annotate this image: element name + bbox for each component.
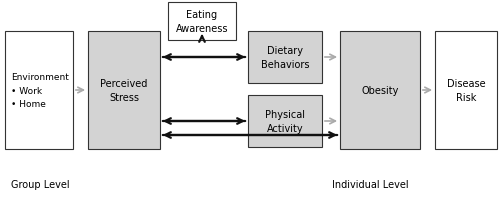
- Text: Individual Level: Individual Level: [331, 179, 407, 189]
- Bar: [247, 32, 321, 84]
- Bar: [247, 96, 321, 147]
- Text: Perceived
Stress: Perceived Stress: [100, 79, 147, 102]
- Bar: [339, 32, 419, 149]
- Text: Eating
Awareness: Eating Awareness: [175, 10, 228, 34]
- Bar: [5, 32, 73, 149]
- Text: Dietary
Behaviors: Dietary Behaviors: [260, 46, 309, 70]
- Text: Disease
Risk: Disease Risk: [446, 79, 484, 102]
- Bar: [168, 3, 235, 41]
- Bar: [434, 32, 496, 149]
- Bar: [88, 32, 160, 149]
- Text: Environment
• Work
• Home: Environment • Work • Home: [11, 72, 69, 109]
- Text: Obesity: Obesity: [361, 86, 398, 96]
- Text: Group Level: Group Level: [11, 179, 69, 189]
- Text: Physical
Activity: Physical Activity: [265, 109, 305, 133]
